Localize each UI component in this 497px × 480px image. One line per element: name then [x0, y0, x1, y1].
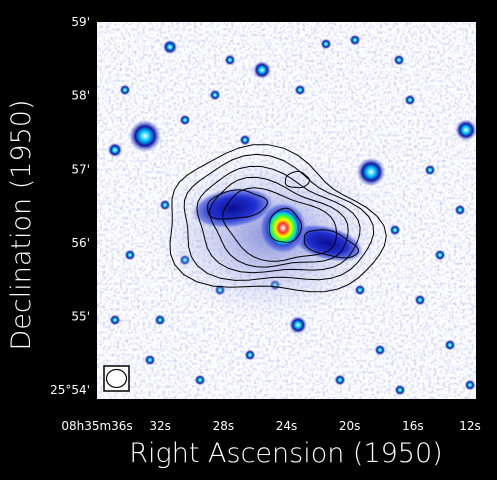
beam-marker	[103, 365, 130, 392]
contour-line	[169, 144, 387, 293]
y-tick-label: 55'	[71, 310, 90, 324]
x-axis-label: Right Ascension (1950)	[129, 438, 442, 469]
field-star	[239, 134, 251, 146]
field-star	[414, 294, 426, 306]
contour-lines	[169, 144, 387, 293]
field-star	[294, 84, 306, 96]
field-star	[128, 119, 162, 153]
field-star	[124, 249, 136, 261]
field-star	[154, 314, 166, 326]
field-star	[253, 61, 271, 79]
field-star	[162, 39, 178, 55]
x-tick-label: 24s	[276, 419, 298, 433]
x-tick-label: 16s	[402, 419, 424, 433]
field-star	[434, 249, 446, 261]
field-star	[209, 89, 221, 101]
field-star	[404, 94, 416, 106]
y-tick-label: 59'	[71, 15, 90, 29]
image-panel	[97, 22, 477, 399]
contour-line	[196, 165, 361, 274]
y-tick-label: 58'	[71, 89, 90, 103]
x-tick-label: 12s	[459, 419, 481, 433]
field-star	[194, 374, 206, 386]
contour-line	[222, 187, 337, 262]
x-tick-label: 20s	[339, 419, 361, 433]
field-star	[224, 54, 236, 66]
y-tick-label: 56'	[71, 236, 90, 250]
y-axis-label: Declination (1950)	[6, 100, 37, 351]
field-star	[464, 379, 476, 391]
field-star	[119, 84, 131, 96]
field-star	[334, 374, 346, 386]
field-star	[374, 344, 386, 356]
field-star	[424, 164, 436, 176]
contour-line	[183, 153, 375, 281]
field-star	[389, 224, 401, 236]
field-star	[289, 316, 307, 334]
field-star	[107, 142, 123, 158]
field-star	[320, 38, 332, 50]
field-star	[349, 34, 361, 46]
y-tick-label: 57'	[71, 162, 90, 176]
field-star	[179, 114, 191, 126]
field-star	[109, 314, 121, 326]
field-star	[444, 339, 456, 351]
field-star	[454, 204, 466, 216]
contour-line	[284, 171, 311, 189]
x-tick-labels: 08h35m36s 32s 28s 24s 20s 16s 12s	[61, 419, 480, 433]
field-star	[393, 54, 405, 66]
x-tick-label: 08h35m36s	[61, 419, 132, 433]
field-star	[356, 157, 386, 187]
field-star	[244, 349, 256, 361]
contour-line	[269, 207, 303, 243]
field-star	[394, 384, 406, 396]
y-tick-label: 25°54'	[50, 383, 90, 397]
contour-line	[209, 176, 349, 268]
contour-line	[303, 229, 360, 259]
y-tick-labels: 59' 58' 57' 56' 55' 25°54'	[50, 15, 90, 397]
x-tick-label: 28s	[213, 419, 235, 433]
field-star	[144, 354, 156, 366]
field-star	[455, 119, 477, 141]
contour-line	[207, 189, 268, 220]
x-tick-label: 32s	[149, 419, 171, 433]
